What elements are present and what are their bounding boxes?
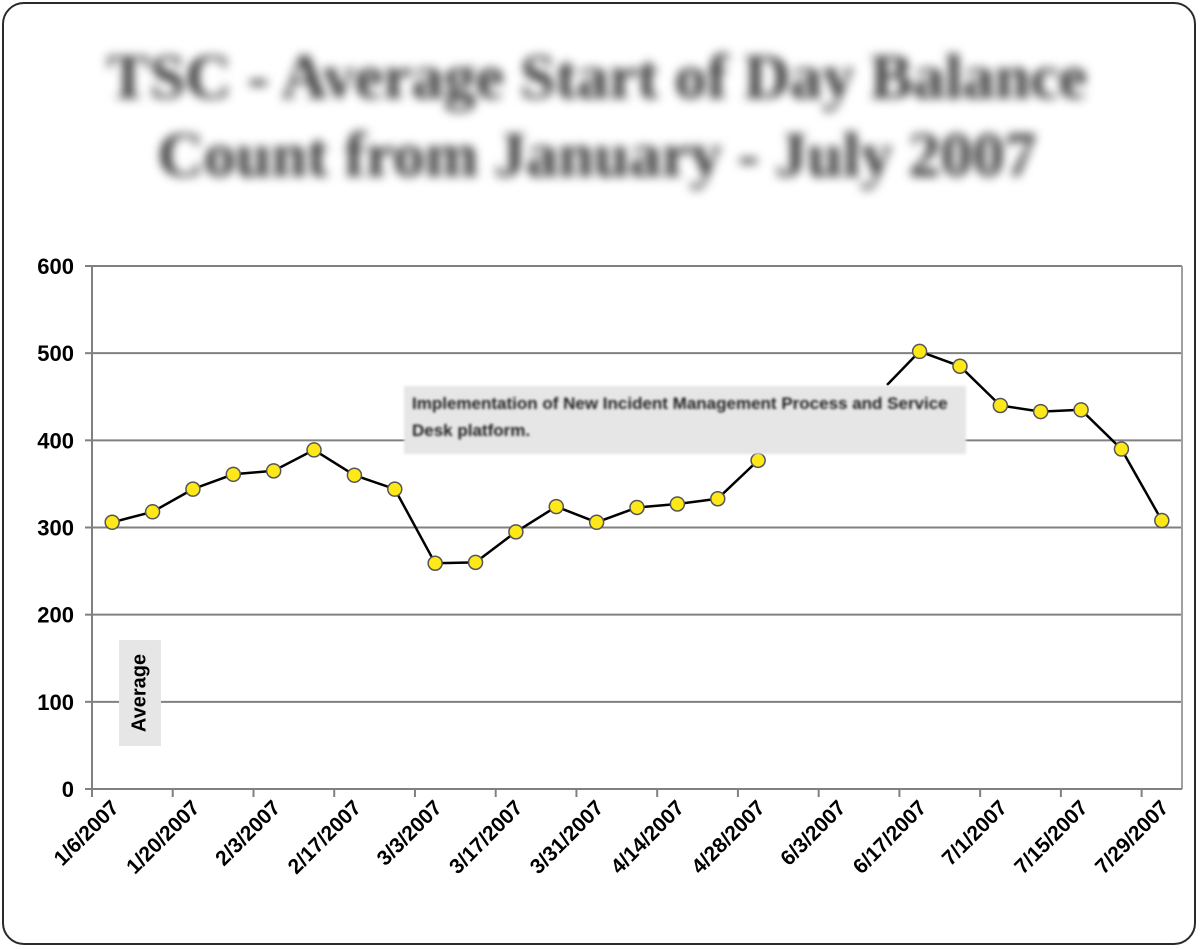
data-point	[629, 499, 645, 516]
x-tick-label: 1/6/2007	[50, 796, 124, 870]
y-axis-label-box	[119, 640, 161, 746]
series-line-segment	[111, 448, 759, 565]
axes	[85, 265, 1183, 797]
series-line	[111, 350, 1163, 565]
y-tick-labels: 0 100 200 300 400 500 600	[37, 254, 74, 802]
data-point	[1073, 402, 1089, 418]
data-point	[1154, 512, 1170, 529]
data-point	[1032, 403, 1049, 420]
gridlines	[92, 265, 1182, 703]
data-point	[225, 466, 242, 483]
y-tick-label: 500	[37, 341, 74, 366]
annotation-box: Implementation of New Incident Managemen…	[404, 386, 966, 454]
data-point	[346, 467, 363, 483]
data-point	[911, 343, 928, 360]
x-tick-label: 2/17/2007	[284, 796, 366, 878]
data-point	[265, 463, 282, 479]
data-point	[508, 524, 524, 540]
data-point	[185, 481, 201, 497]
data-point	[427, 555, 443, 571]
x-tick-label: 4/14/2007	[607, 796, 689, 878]
data-point	[750, 452, 766, 469]
data-point	[306, 442, 322, 458]
data-points	[104, 343, 1170, 571]
y-tick-label: 0	[62, 777, 74, 802]
data-point	[709, 490, 726, 507]
x-tick-label: 3/3/2007	[373, 796, 447, 870]
y-tick-label: 600	[37, 254, 74, 279]
series-line-partial	[886, 350, 921, 386]
x-tick-label: 2/3/2007	[211, 796, 285, 870]
chart-title-line-2: Count from January - July 2007	[157, 119, 1037, 190]
x-tick-label: 4/28/2007	[687, 796, 769, 878]
x-tick-label: 6/17/2007	[849, 796, 931, 878]
x-tick-label: 3/31/2007	[526, 796, 608, 878]
x-tick-label: 7/1/2007	[938, 796, 1012, 870]
x-tick-label: 6/3/2007	[776, 796, 850, 870]
x-tick-label: 1/20/2007	[122, 796, 204, 878]
x-tick-label: 7/15/2007	[1010, 796, 1092, 878]
data-point	[669, 496, 686, 512]
data-point	[467, 554, 484, 571]
data-point	[1113, 441, 1130, 457]
chart-title-line-1: TSC - Average Start of Day Balance	[107, 41, 1087, 112]
y-tick-label: 100	[37, 690, 74, 715]
y-tick-label: 200	[37, 603, 74, 628]
data-point	[548, 498, 565, 515]
data-point	[104, 514, 120, 531]
data-point	[144, 504, 161, 520]
chart-title: TSC - Average Start of Day Balance Count…	[0, 38, 1194, 194]
x-tick-label: 3/17/2007	[445, 796, 527, 878]
data-point	[588, 514, 605, 531]
y-axis-label: Average	[128, 653, 151, 733]
y-tick-label: 300	[37, 516, 74, 541]
x-tick-label: 7/29/2007	[1091, 796, 1173, 878]
data-point	[992, 397, 1009, 414]
data-point	[952, 358, 968, 374]
data-point	[387, 481, 403, 497]
y-tick-label: 400	[37, 428, 74, 453]
